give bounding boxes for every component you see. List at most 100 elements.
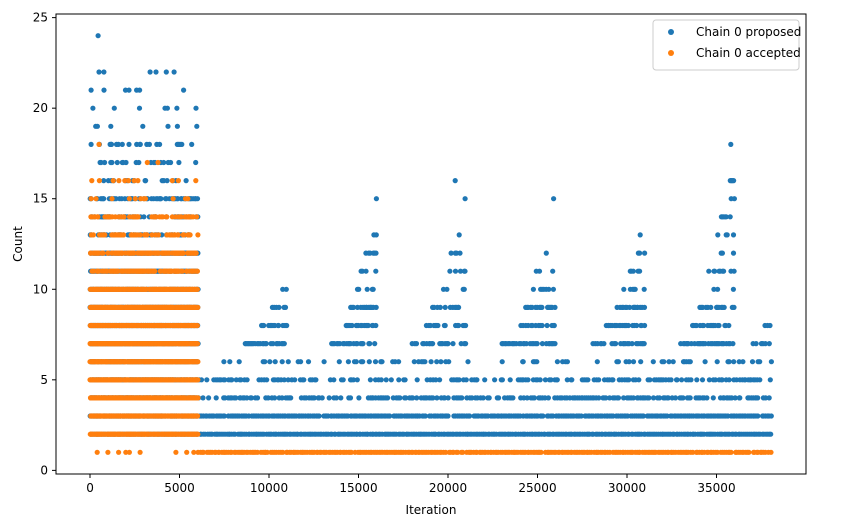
proposed-point xyxy=(687,395,693,401)
proposed-point xyxy=(270,341,276,347)
proposed-point xyxy=(601,341,607,347)
accepted-point xyxy=(132,196,138,202)
proposed-point xyxy=(445,395,451,401)
proposed-point xyxy=(204,377,210,383)
proposed-point xyxy=(96,69,102,75)
accepted-point xyxy=(137,449,143,455)
proposed-point xyxy=(452,268,459,274)
proposed-point xyxy=(701,322,707,329)
proposed-point xyxy=(370,286,376,292)
legend: Chain 0 proposed Chain 0 accepted xyxy=(652,19,801,71)
proposed-point xyxy=(283,286,289,292)
proposed-point xyxy=(114,159,120,166)
accepted-point xyxy=(110,178,116,184)
proposed-point xyxy=(356,395,362,401)
accepted-point xyxy=(155,232,162,238)
accepted-point xyxy=(460,449,466,455)
proposed-point xyxy=(428,359,434,365)
accepted-point xyxy=(93,196,99,202)
proposed-point xyxy=(119,141,125,147)
proposed-point xyxy=(536,268,543,274)
accepted-point xyxy=(173,449,179,455)
accepted-point xyxy=(125,178,132,184)
proposed-point xyxy=(279,395,285,401)
proposed-point xyxy=(463,377,469,383)
proposed-point xyxy=(668,377,674,383)
proposed-point xyxy=(461,286,467,292)
proposed-point xyxy=(755,395,761,401)
accepted-point xyxy=(187,232,193,238)
proposed-point xyxy=(434,359,440,365)
accepted-point xyxy=(690,449,696,455)
accepted-point xyxy=(94,449,100,455)
proposed-point xyxy=(736,359,742,365)
proposed-point xyxy=(672,395,679,401)
proposed-point xyxy=(766,341,772,347)
accepted-point xyxy=(264,449,270,455)
proposed-point xyxy=(641,304,648,310)
accepted-point xyxy=(191,449,197,455)
proposed-point xyxy=(730,286,737,292)
proposed-point xyxy=(753,341,759,347)
proposed-point xyxy=(282,304,289,310)
proposed-point xyxy=(331,377,337,383)
proposed-point xyxy=(272,359,278,365)
proposed-point xyxy=(551,196,557,202)
proposed-point xyxy=(656,395,663,401)
proposed-point xyxy=(445,341,451,347)
proposed-point xyxy=(147,69,153,75)
accepted-point xyxy=(178,214,184,220)
proposed-point xyxy=(670,359,676,365)
accepted-point xyxy=(116,449,122,455)
proposed-point xyxy=(543,250,549,256)
proposed-point xyxy=(446,359,452,365)
accepted-point xyxy=(102,232,108,238)
accepted-point xyxy=(194,341,201,347)
accepted-point xyxy=(121,232,127,238)
x-tick-label-2: 10000 xyxy=(250,481,288,495)
proposed-point xyxy=(723,214,729,220)
proposed-point xyxy=(284,322,290,329)
accepted-point xyxy=(193,250,199,256)
proposed-point xyxy=(596,377,602,383)
proposed-point xyxy=(539,304,545,310)
proposed-point xyxy=(174,105,180,111)
proposed-point xyxy=(356,286,362,292)
proposed-point xyxy=(448,250,454,256)
proposed-point xyxy=(387,413,393,419)
proposed-point xyxy=(163,69,169,75)
proposed-point xyxy=(263,341,269,347)
y-tick-label-1: 5 xyxy=(40,373,48,387)
proposed-point xyxy=(146,141,152,147)
proposed-point xyxy=(333,395,339,401)
proposed-point xyxy=(279,359,285,365)
proposed-point xyxy=(365,322,371,329)
proposed-point xyxy=(456,232,462,238)
proposed-point xyxy=(730,250,737,256)
proposed-point xyxy=(193,105,199,111)
proposed-point xyxy=(462,196,468,202)
proposed-point xyxy=(456,377,462,383)
proposed-point xyxy=(768,359,775,365)
proposed-point xyxy=(646,395,652,401)
proposed-point xyxy=(537,377,543,383)
accepted-point xyxy=(122,178,128,184)
accepted-point xyxy=(195,232,201,238)
proposed-point xyxy=(630,268,636,274)
proposed-point xyxy=(136,105,143,111)
proposed-point xyxy=(627,304,633,310)
legend-box xyxy=(652,19,800,71)
proposed-point xyxy=(469,395,475,401)
proposed-point xyxy=(366,359,372,365)
accepted-point xyxy=(194,286,200,292)
proposed-point xyxy=(632,286,638,292)
proposed-point xyxy=(108,141,115,147)
proposed-point xyxy=(730,232,737,238)
proposed-point xyxy=(726,377,732,383)
x-tick-label-4: 20000 xyxy=(429,481,467,495)
accepted-point xyxy=(195,395,201,401)
accepted-point xyxy=(175,178,181,184)
proposed-point xyxy=(637,268,643,274)
proposed-point xyxy=(534,341,540,347)
